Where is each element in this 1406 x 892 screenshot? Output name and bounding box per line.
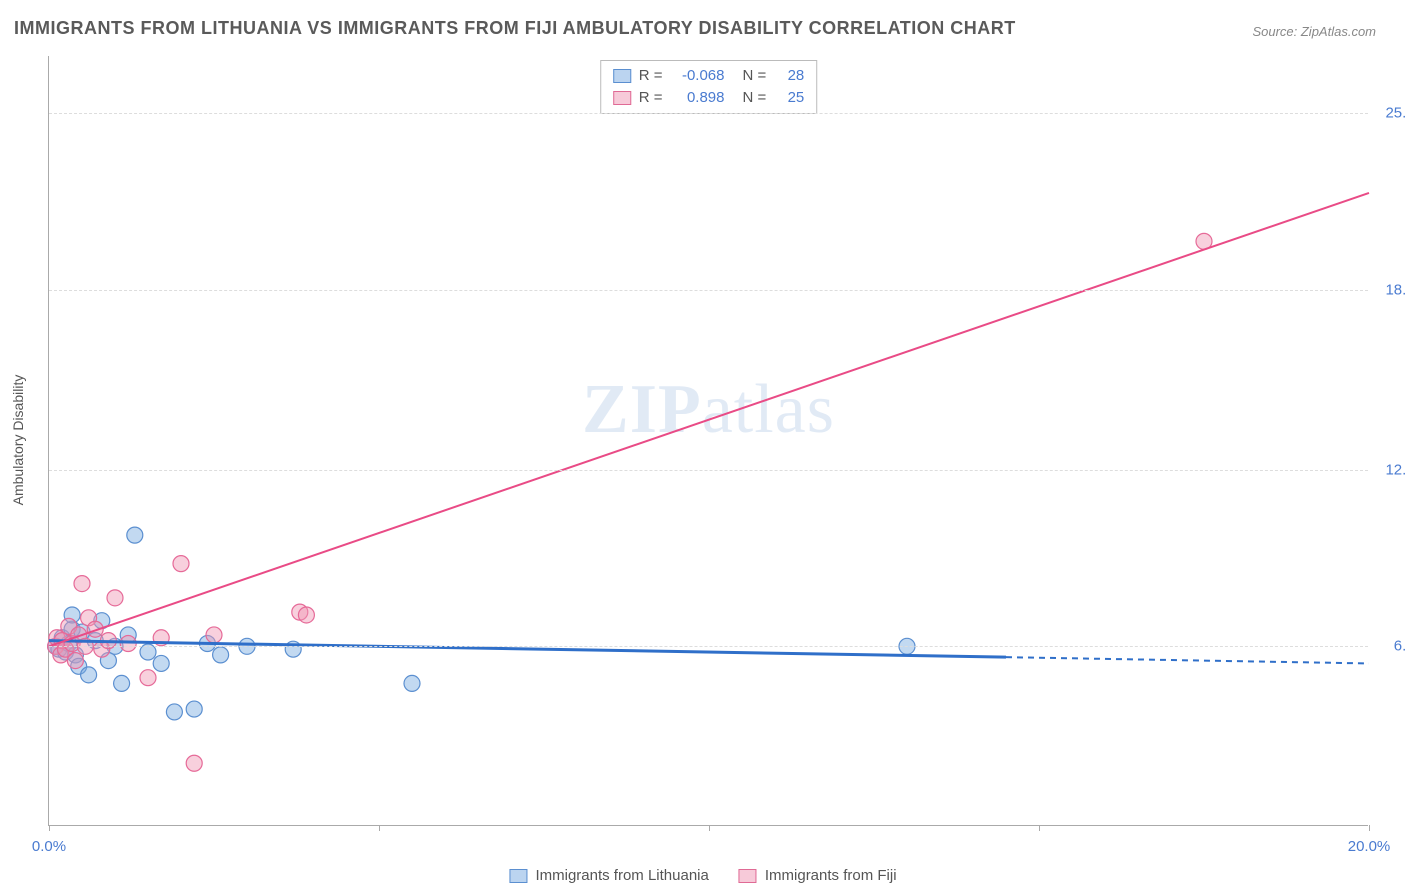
data-point <box>107 590 123 606</box>
data-point <box>127 527 143 543</box>
ytick-label: 25.0% <box>1376 105 1406 122</box>
xtick-min: 0.0% <box>32 838 66 855</box>
xtick-max: 20.0% <box>1348 838 1391 855</box>
gridline <box>49 113 1368 114</box>
ytick-label: 12.5% <box>1376 461 1406 478</box>
ytick-label: 18.8% <box>1376 281 1406 298</box>
data-point <box>81 667 97 683</box>
data-point <box>404 675 420 691</box>
xtick-mark <box>49 825 50 831</box>
gridline <box>49 646 1368 647</box>
data-point <box>166 704 182 720</box>
data-point <box>173 556 189 572</box>
data-point <box>74 576 90 592</box>
y-axis-label: Ambulatory Disability <box>10 375 26 506</box>
legend-label-fiji: Immigrants from Fiji <box>765 867 897 884</box>
trend-line <box>49 193 1369 646</box>
gridline <box>49 290 1368 291</box>
xtick-mark <box>379 825 380 831</box>
swatch-lithuania-bottom <box>509 869 527 883</box>
data-point <box>67 653 83 669</box>
data-point <box>114 675 130 691</box>
data-point <box>206 627 222 643</box>
trend-line-dashed <box>1006 657 1369 663</box>
plot-svg <box>49 56 1368 825</box>
plot-area: ZIPatlas R = -0.068 N = 28 R = 0.898 N =… <box>48 56 1368 826</box>
legend-item-lithuania: Immigrants from Lithuania <box>509 867 708 884</box>
ytick-label: 6.3% <box>1376 638 1406 655</box>
source-attribution: Source: ZipAtlas.com <box>1252 24 1376 39</box>
swatch-fiji-bottom <box>739 869 757 883</box>
data-point <box>186 755 202 771</box>
legend-label-lithuania: Immigrants from Lithuania <box>535 867 708 884</box>
gridline <box>49 470 1368 471</box>
xtick-mark <box>1369 825 1370 831</box>
xtick-mark <box>1039 825 1040 831</box>
data-point <box>153 655 169 671</box>
chart-title: IMMIGRANTS FROM LITHUANIA VS IMMIGRANTS … <box>14 18 1016 39</box>
data-point <box>298 607 314 623</box>
legend-series: Immigrants from Lithuania Immigrants fro… <box>509 867 896 884</box>
data-point <box>213 647 229 663</box>
data-point <box>186 701 202 717</box>
xtick-mark <box>709 825 710 831</box>
trend-line <box>49 641 1006 658</box>
data-point <box>140 670 156 686</box>
legend-item-fiji: Immigrants from Fiji <box>739 867 897 884</box>
